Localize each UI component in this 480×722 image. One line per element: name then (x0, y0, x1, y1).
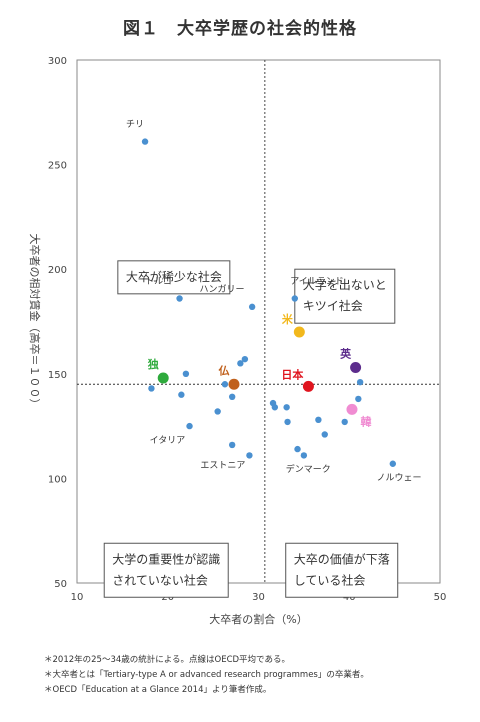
data-point (300, 452, 308, 459)
data-point (141, 138, 149, 145)
data-point (228, 441, 236, 449)
data-point (291, 295, 298, 302)
quadrant-box (103, 542, 229, 598)
data-point (186, 422, 193, 430)
y-tick-label: 250 (48, 161, 67, 172)
data-point (294, 445, 301, 453)
quadrant-label: 大学を出ないと (303, 277, 387, 292)
y-axis-label: 大卒者の相対賃金（高卒＝１００） (28, 234, 42, 410)
y-tick-label: 50 (54, 579, 67, 590)
highlight-point-5 (346, 403, 358, 415)
x-axis-label: 大卒者の割合（%） (209, 612, 307, 626)
highlight-label: 日本 (281, 367, 303, 381)
quadrant-label: 大卒の価値が下落 (294, 551, 390, 566)
quadrant-box (285, 542, 399, 598)
y-tick-label: 150 (48, 370, 67, 381)
data-point (182, 370, 190, 377)
x-tick-label: 10 (71, 592, 84, 603)
y-tick-label: 300 (48, 56, 67, 67)
country-label: アイルランド (290, 276, 344, 287)
highlight-label: 韓 (360, 414, 371, 428)
data-point (283, 404, 290, 411)
quadrant-box (117, 260, 231, 295)
footnotes: ＊2012年の25～34歳の統計による。点線はOECD平均である。 ＊大卒者とは… (44, 653, 369, 698)
data-point (355, 395, 362, 403)
data-point (321, 431, 328, 438)
country-label: イタリア (150, 435, 186, 446)
highlight-point-1 (228, 378, 240, 390)
highlight-label: 独 (147, 357, 159, 371)
data-point (237, 360, 244, 367)
country-label: デンマーク (286, 463, 331, 475)
country-label: ノルウェー (376, 472, 421, 483)
quadrant-label: キツイ社会 (303, 298, 363, 313)
x-tick-label: 50 (434, 592, 447, 603)
x-tick-label: 30 (252, 592, 265, 603)
quadrant-label: している社会 (294, 572, 366, 587)
country-label: エストニア (200, 461, 245, 471)
data-point (148, 385, 155, 392)
highlight-label: 仏 (218, 364, 229, 377)
highlight-point-4 (350, 362, 362, 374)
scatter-chart: 102030405050100150200250300大卒者の割合（%）大卒者の… (28, 56, 447, 626)
y-tick-label: 200 (48, 265, 67, 276)
quadrant-label: 大卒が稀少な社会 (126, 269, 222, 284)
country-label: チリ (126, 119, 144, 130)
highlight-point-0 (157, 372, 169, 384)
quadrant-box (294, 268, 396, 324)
highlight-point-3 (293, 326, 305, 338)
data-point (389, 460, 397, 467)
plot-frame (76, 59, 441, 584)
data-point (284, 418, 291, 426)
data-point (176, 295, 183, 302)
country-label: トルコ (145, 277, 172, 287)
data-point (221, 381, 229, 388)
data-point (341, 418, 348, 426)
chart-title: 図１ 大卒学歴の社会的性格 (123, 19, 357, 39)
data-point (315, 416, 322, 424)
data-point (248, 303, 256, 311)
country-label: ハンガリー (200, 284, 245, 295)
data-point (356, 378, 364, 386)
highlight-point-2 (302, 380, 314, 392)
data-point (241, 355, 249, 363)
footnote-3: ＊OECD「Education at a Glance 2014」より筆者作成。 (44, 685, 272, 695)
data-point (214, 408, 221, 415)
highlight-label: 英 (339, 347, 352, 361)
highlight-label: 米 (281, 312, 294, 326)
quadrant-label: されていない社会 (112, 572, 208, 587)
footnote-2: ＊大卒者とは「Tertiary-type A or advanced resea… (44, 670, 369, 680)
quadrant-label: 大学の重要性が認識 (112, 551, 220, 566)
data-point (228, 393, 236, 401)
data-point (178, 391, 185, 398)
y-tick-label: 100 (48, 474, 67, 485)
data-point (246, 452, 253, 459)
footnote-1: ＊2012年の25～34歳の統計による。点線はOECD平均である。 (44, 655, 290, 665)
data-point (271, 404, 279, 411)
